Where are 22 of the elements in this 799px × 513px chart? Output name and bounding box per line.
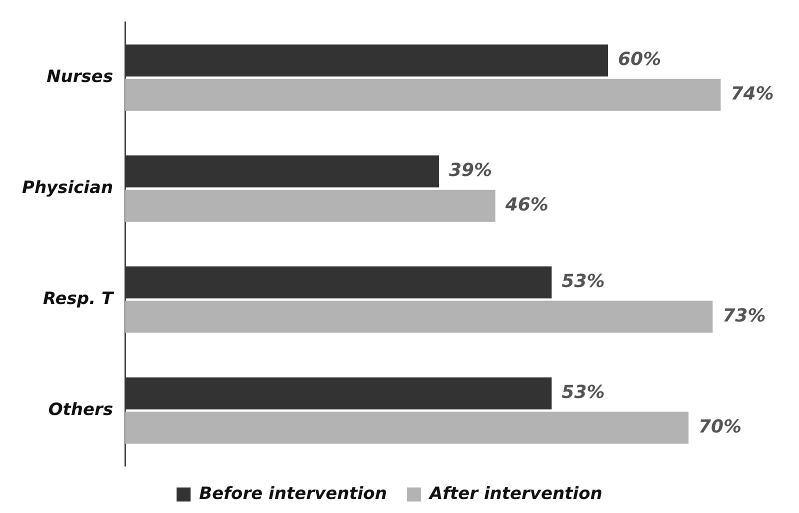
bar (125, 412, 689, 444)
data-label: 74% (730, 84, 774, 105)
y-tick-label: Resp. T (43, 288, 114, 309)
data-label: 53% (562, 382, 605, 403)
y-tick-label: Others (48, 400, 114, 420)
y-tick-label: Nurses (46, 67, 114, 88)
bar (125, 266, 552, 298)
data-label: 46% (504, 194, 548, 216)
data-label: 53% (562, 271, 605, 292)
bar (125, 300, 713, 333)
bar (125, 377, 552, 410)
data-label: 70% (698, 416, 742, 438)
bar (125, 44, 608, 76)
data-label: 39% (448, 160, 492, 182)
bar (125, 78, 721, 111)
data-label: 73% (722, 305, 766, 326)
bar (125, 155, 439, 188)
bar (125, 190, 496, 222)
legend-label: After intervention (427, 484, 602, 504)
y-tick-label: Physician (22, 178, 114, 198)
legend-label: Before intervention (199, 484, 387, 504)
data-label: 60% (618, 49, 662, 70)
